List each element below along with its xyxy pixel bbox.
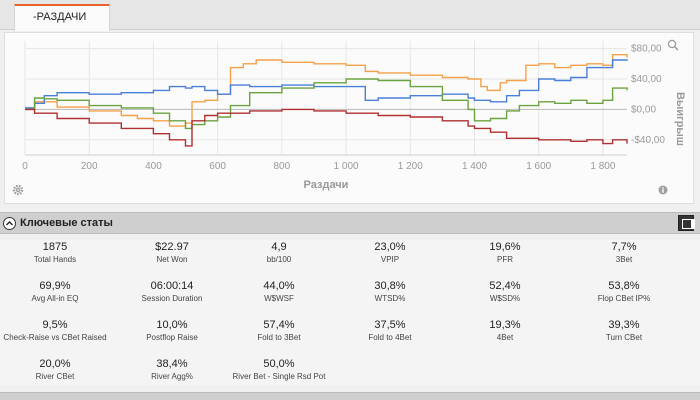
stat-cell: 1875 Total Hands — [0, 240, 110, 265]
stat-cell: 19,6% PFR — [450, 240, 560, 265]
stat-label: bb/100 — [266, 255, 292, 264]
stat-cell: 37,5% Fold to 4Bet — [335, 318, 445, 343]
y-tick-label: $0,00 — [631, 104, 656, 115]
series-line-4 — [25, 108, 628, 147]
stat-label: Check-Raise vs CBet Raised — [3, 333, 107, 342]
stat-label: River Agg% — [151, 372, 193, 381]
stat-cell: $22.97 Net Won — [117, 240, 227, 265]
layout-toggle-icon[interactable] — [678, 215, 695, 231]
stat-label: 3Bet — [615, 255, 633, 264]
stat-label: Total Hands — [33, 255, 77, 264]
x-tick-label: 1 600 — [526, 161, 551, 172]
stat-cell: 53,8% Flop CBet IP% — [569, 279, 679, 304]
info-icon[interactable] — [658, 185, 668, 198]
winnings-chart: 0 200 400 600 800 1 000 1 200 1 400 1 600 1 800 $8… — [22, 41, 686, 191]
stat-label: Turn CBet — [605, 333, 643, 342]
stat-label: Fold to 3Bet — [257, 333, 301, 342]
stat-label: Flop CBet IP% — [597, 294, 651, 303]
stat-label: Postflop Raise — [146, 333, 198, 342]
series-line-3 — [25, 78, 628, 130]
stat-value: 39,3% — [608, 319, 640, 331]
stat-value: 4,9 — [271, 241, 287, 253]
gear-icon[interactable] — [12, 184, 24, 199]
stat-value: 20,0% — [39, 358, 71, 370]
stat-value: 37,5% — [374, 319, 406, 331]
y-tick-label: $80,00 — [631, 44, 662, 55]
stat-value: 1875 — [42, 241, 68, 253]
x-tick-label: 600 — [209, 161, 226, 172]
x-tick-label: 1 800 — [590, 161, 615, 172]
chart-panel: 0 200 400 600 800 1 000 1 200 1 400 1 600 1 800 $8… — [4, 32, 694, 204]
stat-label: Avg All-in EQ — [31, 294, 79, 303]
x-tick-label: 200 — [81, 161, 98, 172]
stat-cell: 4,9 bb/100 — [224, 240, 334, 265]
stat-value: 30,8% — [374, 280, 406, 292]
stat-value: 69,9% — [39, 280, 71, 292]
stat-label: PFR — [497, 255, 513, 264]
stat-cell: 20,0% River CBet — [0, 357, 110, 382]
section-title: Ключевые статы — [20, 217, 113, 229]
x-tick-label: 0 — [22, 161, 28, 172]
stat-value: 23,0% — [374, 241, 406, 253]
y-tick-label: $40,00 — [631, 74, 662, 85]
stat-label: WTSD% — [374, 294, 406, 303]
stat-cell: 69,9% Avg All-in EQ — [0, 279, 110, 304]
y-tick-label: -$40,00 — [631, 135, 665, 146]
stat-value: 19,6% — [489, 241, 521, 253]
stat-value: 50,0% — [263, 358, 295, 370]
stat-value: 06:00:14 — [150, 280, 194, 292]
stat-value: 38,4% — [156, 358, 188, 370]
stat-cell: 7,7% 3Bet — [569, 240, 679, 265]
magnifier-icon[interactable] — [667, 39, 679, 54]
stat-value: 57,4% — [263, 319, 295, 331]
stat-label: Fold to 4Bet — [368, 333, 412, 342]
stat-value: 52,4% — [489, 280, 521, 292]
stat-value: 19,3% — [489, 319, 521, 331]
x-axis-label: Раздачи — [304, 179, 349, 191]
stat-cell: 44,0% W$WSF — [224, 279, 334, 304]
stat-cell: 10,0% Postflop Raise — [117, 318, 227, 343]
chevron-up-icon[interactable] — [3, 217, 16, 230]
stat-value: 9,5% — [42, 319, 68, 331]
stat-cell: 38,4% River Agg% — [117, 357, 227, 382]
stat-value: $22.97 — [155, 241, 189, 253]
stat-label: W$SD% — [489, 294, 521, 303]
stat-value: 7,7% — [611, 241, 637, 253]
x-tick-label: 400 — [145, 161, 162, 172]
stat-cell: 50,0% River Bet - Single Rsd Pot — [224, 357, 334, 382]
stat-label: River Bet - Single Rsd Pot — [232, 372, 326, 381]
stat-cell: 52,4% W$SD% — [450, 279, 560, 304]
series-line-2 — [25, 59, 628, 109]
stat-label: River CBet — [35, 372, 75, 381]
key-stats-header: Ключевые статы — [0, 212, 700, 234]
stat-value: 44,0% — [263, 280, 295, 292]
stat-cell: 23,0% VPIP — [335, 240, 445, 265]
x-tick-label: 800 — [274, 161, 291, 172]
stat-cell: 57,4% Fold to 3Bet — [224, 318, 334, 343]
x-tick-label: 1 400 — [462, 161, 487, 172]
stat-cell: 39,3% Turn CBet — [569, 318, 679, 343]
stat-label: Net Won — [156, 255, 188, 264]
key-stats-grid: 1875 Total Hands $22.97 Net Won 4,9 bb/100 23,… — [0, 240, 700, 385]
y-axis-label: Выигрыш — [674, 92, 686, 146]
stat-value: 53,8% — [608, 280, 640, 292]
x-tick-label: 1 200 — [398, 161, 423, 172]
stat-label: 4Bet — [496, 333, 514, 342]
stat-label: W$WSF — [264, 294, 294, 303]
stat-label: VPIP — [380, 255, 400, 264]
next-section-header — [0, 392, 700, 400]
stat-cell: 30,8% WTSD% — [335, 279, 445, 304]
series-line-1 — [25, 54, 628, 127]
tab-hands[interactable]: -РАЗДАЧИ — [14, 4, 110, 31]
stat-cell: 9,5% Check-Raise vs CBet Raised — [0, 318, 110, 343]
stat-cell: 06:00:14 Session Duration — [117, 279, 227, 304]
tab-bar: -РАЗДАЧИ — [0, 0, 700, 31]
x-tick-label: 1 000 — [334, 161, 359, 172]
stat-value: 10,0% — [156, 319, 188, 331]
stat-label: Session Duration — [141, 294, 203, 303]
stat-cell: 19,3% 4Bet — [450, 318, 560, 343]
